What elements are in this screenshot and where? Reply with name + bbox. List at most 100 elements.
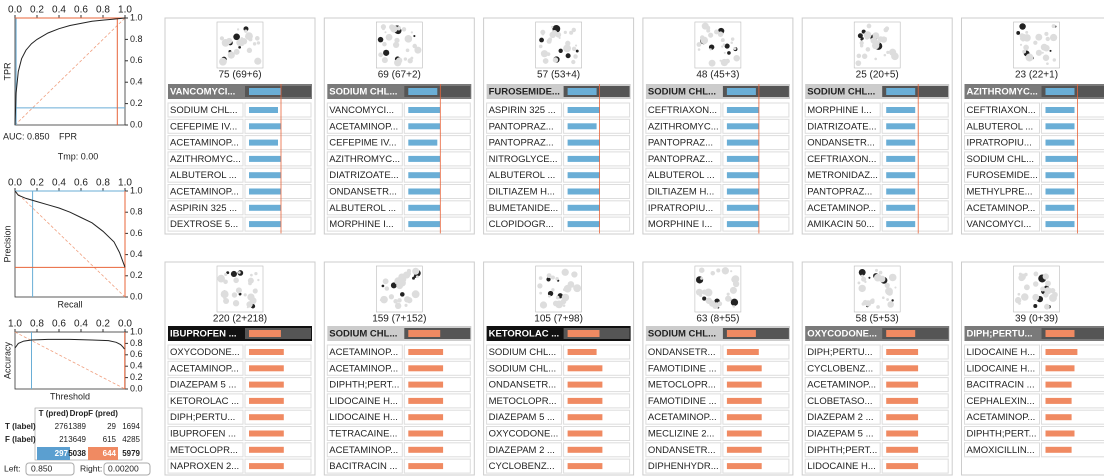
row-name: ACETAMINOP... — [170, 187, 239, 198]
row-bar — [249, 414, 284, 421]
thumb-dot — [1044, 31, 1049, 36]
thumb-dot — [730, 37, 735, 41]
thumb-dot — [725, 296, 729, 300]
row-bar — [726, 221, 759, 228]
thumb-dot — [404, 296, 411, 303]
row-name: ACETAMINOP... — [967, 203, 1036, 214]
row-bar — [249, 107, 278, 113]
thumb-dot — [232, 300, 240, 307]
row-label-box — [804, 135, 881, 151]
thumb-dot — [379, 299, 382, 302]
row-label-box — [486, 426, 563, 441]
row-bar — [567, 172, 600, 179]
thumb-dot — [875, 268, 879, 272]
thumb-dot — [1024, 272, 1028, 277]
cluster-count: 23 (22+1) — [1015, 70, 1058, 81]
thumb-dot — [1020, 293, 1029, 301]
x-tick-label: 0.8 — [96, 5, 110, 16]
row-name: ALBUTEROL ... — [170, 170, 237, 181]
thumb-dot — [538, 276, 543, 280]
thumb-dot — [405, 48, 410, 53]
x-tick-label: 1.0 — [8, 319, 22, 330]
thumb-dot — [394, 59, 402, 67]
thumb-dot — [1043, 292, 1049, 298]
row-bar — [1045, 446, 1072, 453]
row-name: AMIKACIN 50... — [807, 219, 874, 230]
left-select[interactable] — [25, 462, 75, 476]
row-bar — [408, 349, 444, 355]
thumb-dot — [401, 277, 407, 283]
thumb-dot — [861, 276, 867, 282]
diagonal — [14, 190, 126, 298]
thumb-dot — [696, 42, 702, 47]
row-bar — [886, 349, 919, 355]
cell: 29 — [107, 422, 116, 431]
thumb-dot — [573, 54, 578, 59]
thumb-dot — [222, 59, 226, 63]
thumb-dot — [710, 270, 716, 276]
row-bar — [567, 107, 600, 113]
cluster-count: 58 (5+53) — [856, 314, 899, 325]
thumb-dot — [861, 53, 868, 59]
row-label-box — [167, 360, 244, 376]
row-bar — [886, 123, 916, 130]
row-label-box — [804, 377, 881, 393]
thumb-dot — [1019, 23, 1026, 30]
row-bar — [567, 381, 603, 388]
right-select[interactable] — [103, 462, 151, 476]
thumb-dot — [884, 282, 890, 288]
row-bar — [726, 430, 762, 437]
row-label-box — [804, 442, 881, 458]
thumb-dot — [549, 31, 556, 39]
thumb-dot — [1017, 292, 1021, 296]
header-bar — [249, 330, 281, 337]
row-bar-box — [1041, 377, 1104, 393]
row-name: IBUPROFEN ... — [170, 429, 236, 440]
thumb-dot — [236, 40, 240, 45]
x-tick-label: 0.4 — [74, 319, 88, 330]
row-name: IPRATROPIU... — [648, 203, 713, 214]
row-name: FAMOTIDINE ... — [648, 396, 717, 407]
row-name: ASPIRIN 325 ... — [170, 203, 237, 214]
thumb-dot — [878, 270, 883, 275]
thumb-dot — [856, 53, 862, 59]
thumb-dot — [1025, 53, 1034, 62]
row-name: MORPHINE I... — [648, 219, 712, 230]
row-name: PANTOPRAZ... — [648, 138, 713, 149]
row-name: DIAZEPAM 2 ... — [807, 412, 873, 423]
thumb-dot — [724, 43, 730, 49]
row-name: DIPHTH;PERT... — [967, 429, 1037, 440]
row-bar — [408, 414, 444, 421]
row-bar-box — [1041, 393, 1104, 409]
row-label-box — [964, 442, 1040, 458]
cell: 615 — [103, 435, 117, 444]
thumb-dot — [864, 280, 867, 284]
row-label-box — [964, 102, 1040, 118]
row-bar — [249, 188, 281, 195]
header-bar — [886, 88, 916, 95]
row-bar — [567, 414, 603, 421]
row-label-box — [486, 344, 563, 360]
y-tick-label: 0.8 — [130, 338, 143, 348]
thumb-dot — [726, 292, 730, 296]
row-name: DILTIAZEM H... — [489, 187, 555, 198]
row-name: BUMETANIDE... — [489, 203, 558, 214]
thumb-dot — [248, 281, 252, 286]
thumb-dot — [412, 43, 417, 49]
thumb-dot — [874, 57, 878, 61]
thumb-dot — [563, 44, 572, 53]
row-bar — [567, 446, 603, 453]
row-bar — [886, 446, 919, 453]
left-label: Left: — [4, 463, 21, 473]
thumb-dot — [238, 45, 241, 49]
thumb-dot — [886, 50, 890, 54]
row-name: DIPHENHYDR... — [648, 461, 719, 472]
row-bar — [886, 397, 919, 404]
row-label-box — [804, 409, 881, 425]
row-label-box — [167, 167, 244, 183]
thumb-dot — [403, 57, 408, 61]
row-label-box — [167, 458, 244, 474]
thumb-dot — [382, 41, 387, 47]
row-bar — [1045, 107, 1075, 113]
row-bar — [249, 381, 284, 388]
